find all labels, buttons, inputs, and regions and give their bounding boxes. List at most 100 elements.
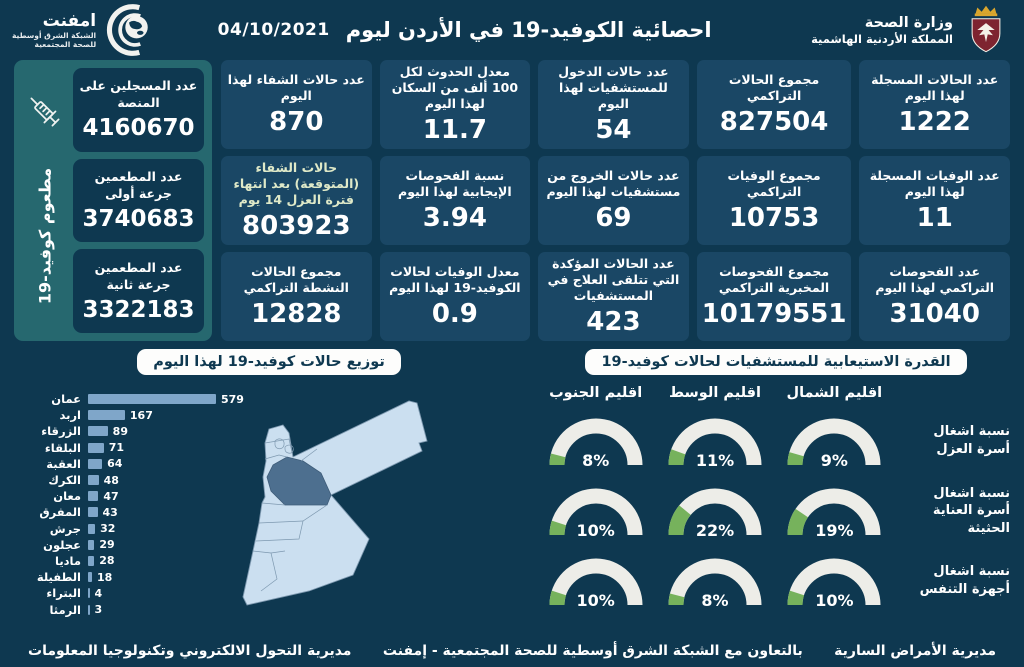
footer-left: مديرية التحول الالكتروني وتكنولوجيا المع… xyxy=(28,643,352,659)
stat-label: مجموع الوفيات التراكمي xyxy=(727,167,821,199)
page-title-block: احصائية الكوفيد-19 في الأردن ليوم 04/10/… xyxy=(218,18,712,42)
bar-label: عجلون xyxy=(43,537,81,552)
region-header-central: اقليم الوسط xyxy=(669,385,762,401)
bar-label: عمان xyxy=(51,392,81,407)
gauge-value: 22% xyxy=(695,521,735,540)
stat-label: عدد الحالات المؤكدة التي تتلقى العلاج في… xyxy=(547,255,680,304)
stat-value: 54 xyxy=(595,115,632,146)
gauge-value: 10% xyxy=(576,521,615,540)
stat-label: عدد حالات الشفاء لهذا اليوم xyxy=(227,71,365,103)
bar-label: جرش xyxy=(49,521,81,536)
bar-value: 167 xyxy=(129,408,153,422)
stat-card-deaths-today: عدد الوفيات المسجلة لهذا اليوم 11 xyxy=(859,156,1010,245)
stat-value: 3.94 xyxy=(422,203,487,234)
stat-card-expected-recoveries: حالات الشفاء (المتوقعة) بعد انتهاء فترة … xyxy=(221,156,372,245)
stat-value: 31040 xyxy=(889,299,980,330)
bar-label: البلقاء xyxy=(44,440,81,455)
bar xyxy=(88,588,90,599)
amman-highlight-region xyxy=(266,456,332,506)
bar-row: البلقاء 71 xyxy=(20,440,272,456)
bar-row: الزرقاء 89 xyxy=(20,423,272,439)
gauge: 19% xyxy=(784,481,884,541)
stat-card-fatality-rate: معدل الوفيات لحالات الكوفيد-19 لهذا اليو… xyxy=(379,252,531,341)
report-date: 04/10/2021 xyxy=(217,20,330,40)
gauge-value: 10% xyxy=(815,591,854,610)
stat-value: 0.9 xyxy=(431,299,478,330)
gauge: 22% xyxy=(665,481,765,541)
bar-value: 18 xyxy=(96,570,113,584)
footer-center: بالتعاون مع الشبكة الشرق أوسطية للصحة ال… xyxy=(382,643,803,659)
stat-value: 870 xyxy=(269,107,324,138)
bar-row: ماديا 28 xyxy=(20,553,272,569)
stat-label: عدد الوفيات المسجلة لهذا اليوم xyxy=(869,167,1000,199)
stat-label: مجموع الحالات التراكمي xyxy=(728,71,820,103)
bar xyxy=(88,604,90,615)
stats-section: عدد الحالات المسجلة لهذا اليوم 1222 مجموع… xyxy=(0,56,1024,341)
emphnet-logo-block: امفنت الشبكة الشرق أوسطية للصحة المجتمعي… xyxy=(12,2,158,58)
emphnet-sub2: للصحة المجتمعية xyxy=(34,40,97,50)
stat-label: عدد الحالات المسجلة لهذا اليوم xyxy=(871,71,999,103)
stat-card-incidence-rate: معدل الحدوث لكل 100 ألف من السكان لهذا ا… xyxy=(379,60,531,149)
stat-card-tests-today: عدد الفحوصات التراكمي لهذا اليوم 31040 xyxy=(859,252,1010,341)
gauge-value: 10% xyxy=(576,591,615,610)
bar xyxy=(88,555,95,566)
bar-label: المفرق xyxy=(39,505,81,520)
syringe-icon xyxy=(30,97,60,127)
moh-subtitle: المملكة الأردنية الهاشمية xyxy=(811,31,953,46)
stat-card-hospital-discharges: عدد حالات الخروج من مستشفيات لهذا اليوم 6… xyxy=(538,156,689,245)
stat-card-hospitalized-confirmed: عدد الحالات المؤكدة التي تتلقى العلاج في… xyxy=(538,252,689,341)
stat-value: 12828 xyxy=(251,299,342,330)
governorate-borders xyxy=(252,438,328,592)
jordan-coat-of-arms-icon xyxy=(971,5,1001,53)
gauge: 10% xyxy=(546,551,646,611)
vax-label: عدد المسجلين على المنصة xyxy=(79,78,198,111)
stat-card-total-cases: مجموع الحالات التراكمي 827504 xyxy=(696,60,852,149)
stat-card-new-cases: عدد الحالات المسجلة لهذا اليوم 1222 xyxy=(859,60,1010,149)
bar xyxy=(88,507,98,518)
bar xyxy=(88,572,92,583)
bar-value: 579 xyxy=(221,392,244,406)
region-header-south: اقليم الجنوب xyxy=(549,385,643,401)
bar-value: 3 xyxy=(94,603,103,617)
footer: مديرية الأمراض السارية بالتعاون مع الشبك… xyxy=(0,643,1024,659)
hospital-capacity-section: القدرة الاستيعابية للمستشفيات لحالات كوف… xyxy=(542,347,1010,617)
case-distribution-section: توزيع حالات كوفيد-19 لهذا اليوم عمان 579 ا… xyxy=(14,347,524,617)
stat-value: 11.7 xyxy=(422,115,487,146)
vax-value: 3322183 xyxy=(82,296,195,323)
bar xyxy=(88,539,95,550)
bar-row: الرمثا 3 xyxy=(20,601,272,617)
stat-value: 10753 xyxy=(728,203,820,234)
bar-row: معان 47 xyxy=(20,488,272,504)
bar-value: 29 xyxy=(99,538,115,552)
stat-label: نسبة الفحوصات الإيجابية لهذا اليوم xyxy=(398,167,512,199)
vax-card-registered: عدد المسجلين على المنصة 4160670 xyxy=(73,68,204,152)
bar-row: البتراء 4 xyxy=(20,585,272,601)
bar-value: 47 xyxy=(103,489,119,503)
bar-label: اربد xyxy=(59,408,81,423)
bar-label: الرمثا xyxy=(49,602,81,617)
stat-label: عدد حالات الخروج من مستشفيات لهذا اليوم xyxy=(546,167,681,199)
gauge: 10% xyxy=(784,551,884,611)
emphnet-sub1: الشبكة الشرق أوسطية xyxy=(12,31,97,41)
bar xyxy=(88,458,103,469)
stat-label: عدد حالات الدخول للمستشفيات لهذا اليوم xyxy=(558,63,669,112)
gauge-value: 8% xyxy=(582,451,610,470)
vax-label: عدد المطعمين جرعة ثانية xyxy=(94,259,183,292)
gauge-row-label-isolation-beds: نسبة اشغال أسرة العزل xyxy=(933,424,1010,457)
stat-card-active-cases: مجموع الحالات النشطة التراكمي 12828 xyxy=(221,252,372,341)
ministry-of-health-block: وزارة الصحة المملكة الأردنية الهاشمية xyxy=(811,3,1012,57)
vax-value: 4160670 xyxy=(82,115,195,142)
bar xyxy=(88,442,104,453)
stat-value: 69 xyxy=(595,203,632,234)
stat-card-total-deaths: مجموع الوفيات التراكمي 10753 xyxy=(696,156,852,245)
governorate-bar-chart: عمان 579 اربد 167 الزرقاء 89 البلقاء 71 العقبة 64… xyxy=(20,391,272,618)
distribution-banner: توزيع حالات كوفيد-19 لهذا اليوم xyxy=(137,349,401,375)
gauge-value: 19% xyxy=(815,521,854,540)
stat-value: 423 xyxy=(586,307,641,338)
stat-label: معدل الوفيات لحالات الكوفيد-19 لهذا اليو… xyxy=(389,263,521,295)
jordan-outline xyxy=(242,400,428,606)
bar xyxy=(88,410,125,421)
gauge-value: 8% xyxy=(701,591,729,610)
gauge: 11% xyxy=(665,411,765,471)
stat-label: مجموع الفحوصات المخبرية التراكمي xyxy=(718,263,830,295)
